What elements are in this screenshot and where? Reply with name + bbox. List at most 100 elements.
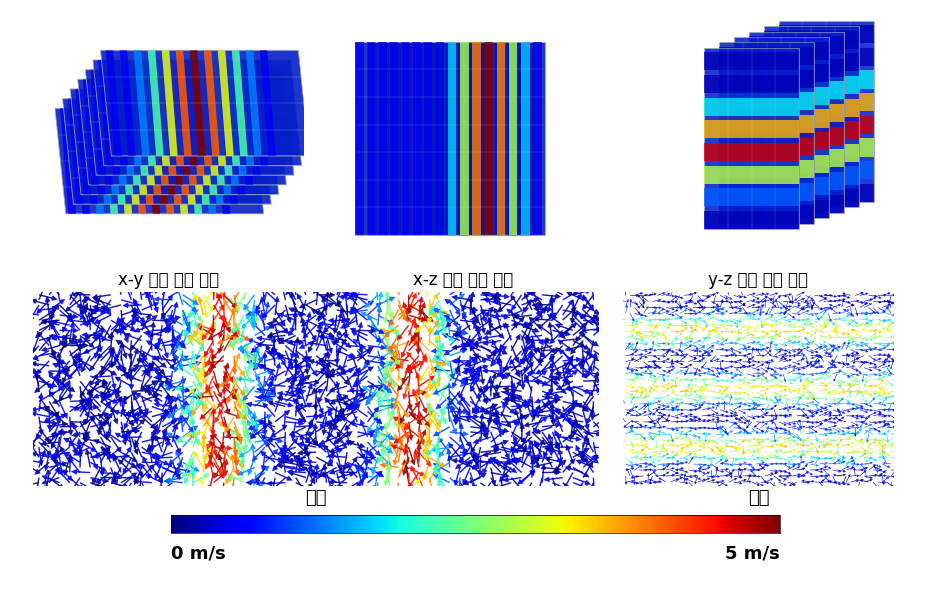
Polygon shape	[55, 108, 263, 214]
Polygon shape	[187, 89, 204, 194]
Polygon shape	[378, 42, 500, 235]
Polygon shape	[168, 60, 184, 166]
Polygon shape	[367, 42, 376, 235]
Polygon shape	[389, 42, 398, 235]
Polygon shape	[704, 48, 799, 229]
Polygon shape	[451, 42, 459, 235]
Polygon shape	[423, 42, 546, 235]
Polygon shape	[60, 108, 76, 214]
Polygon shape	[139, 80, 155, 185]
Polygon shape	[439, 42, 448, 235]
Polygon shape	[106, 50, 122, 156]
Polygon shape	[749, 194, 844, 213]
Polygon shape	[704, 143, 799, 161]
Polygon shape	[195, 80, 211, 185]
Polygon shape	[428, 42, 437, 235]
Polygon shape	[485, 42, 494, 235]
Polygon shape	[779, 116, 874, 134]
Polygon shape	[154, 60, 170, 166]
Polygon shape	[734, 110, 829, 128]
Polygon shape	[764, 26, 859, 207]
Polygon shape	[451, 42, 459, 235]
Polygon shape	[412, 42, 534, 235]
Polygon shape	[749, 81, 844, 100]
Text: x-y 평면 단면 유속: x-y 평면 단면 유속	[118, 271, 220, 289]
Polygon shape	[125, 80, 141, 185]
Polygon shape	[499, 42, 508, 235]
Polygon shape	[764, 76, 859, 94]
Polygon shape	[86, 70, 294, 176]
Polygon shape	[89, 89, 106, 194]
Polygon shape	[208, 98, 223, 204]
Polygon shape	[203, 70, 219, 176]
Polygon shape	[534, 42, 542, 235]
Polygon shape	[734, 87, 829, 105]
Polygon shape	[475, 42, 483, 235]
Polygon shape	[232, 50, 248, 156]
Polygon shape	[423, 42, 432, 235]
Polygon shape	[237, 80, 253, 185]
Polygon shape	[764, 189, 859, 207]
Polygon shape	[436, 42, 444, 235]
Polygon shape	[389, 42, 512, 235]
Polygon shape	[764, 144, 859, 162]
Polygon shape	[521, 42, 530, 235]
Polygon shape	[461, 42, 470, 235]
Polygon shape	[165, 98, 182, 204]
Polygon shape	[764, 167, 859, 184]
Polygon shape	[749, 104, 844, 122]
Polygon shape	[462, 42, 470, 235]
Polygon shape	[230, 70, 246, 176]
Polygon shape	[704, 120, 799, 138]
Polygon shape	[734, 132, 829, 150]
Polygon shape	[749, 127, 844, 145]
Polygon shape	[82, 98, 98, 204]
Polygon shape	[152, 98, 167, 204]
Polygon shape	[498, 42, 507, 235]
Polygon shape	[183, 60, 198, 166]
Polygon shape	[452, 42, 460, 235]
Polygon shape	[146, 70, 163, 176]
Polygon shape	[229, 89, 245, 194]
Polygon shape	[476, 42, 485, 235]
Polygon shape	[749, 36, 844, 54]
Polygon shape	[779, 184, 874, 202]
Polygon shape	[180, 98, 196, 204]
Polygon shape	[749, 149, 844, 167]
Polygon shape	[749, 172, 844, 190]
Polygon shape	[749, 32, 844, 213]
Polygon shape	[214, 108, 230, 214]
Polygon shape	[378, 42, 387, 235]
Text: 정면: 정면	[305, 489, 327, 507]
Polygon shape	[704, 75, 799, 93]
Polygon shape	[131, 89, 147, 194]
Polygon shape	[390, 42, 398, 235]
Polygon shape	[413, 42, 421, 235]
Polygon shape	[175, 70, 190, 176]
Polygon shape	[83, 80, 99, 185]
Polygon shape	[116, 108, 132, 214]
Polygon shape	[63, 98, 271, 204]
Polygon shape	[464, 42, 473, 235]
Polygon shape	[425, 42, 434, 235]
Polygon shape	[510, 42, 518, 235]
Polygon shape	[453, 42, 461, 235]
Polygon shape	[416, 42, 424, 235]
Polygon shape	[167, 80, 183, 185]
Polygon shape	[238, 60, 254, 166]
Polygon shape	[355, 42, 363, 235]
Polygon shape	[779, 21, 874, 202]
Polygon shape	[428, 42, 437, 235]
Polygon shape	[70, 89, 279, 194]
Polygon shape	[734, 64, 829, 82]
Polygon shape	[424, 42, 433, 235]
Polygon shape	[216, 89, 231, 194]
Polygon shape	[209, 80, 225, 185]
Polygon shape	[109, 98, 126, 204]
Polygon shape	[488, 42, 496, 235]
Polygon shape	[132, 70, 148, 176]
Polygon shape	[476, 42, 484, 235]
Polygon shape	[224, 60, 241, 166]
Polygon shape	[391, 42, 399, 235]
Polygon shape	[218, 50, 234, 156]
